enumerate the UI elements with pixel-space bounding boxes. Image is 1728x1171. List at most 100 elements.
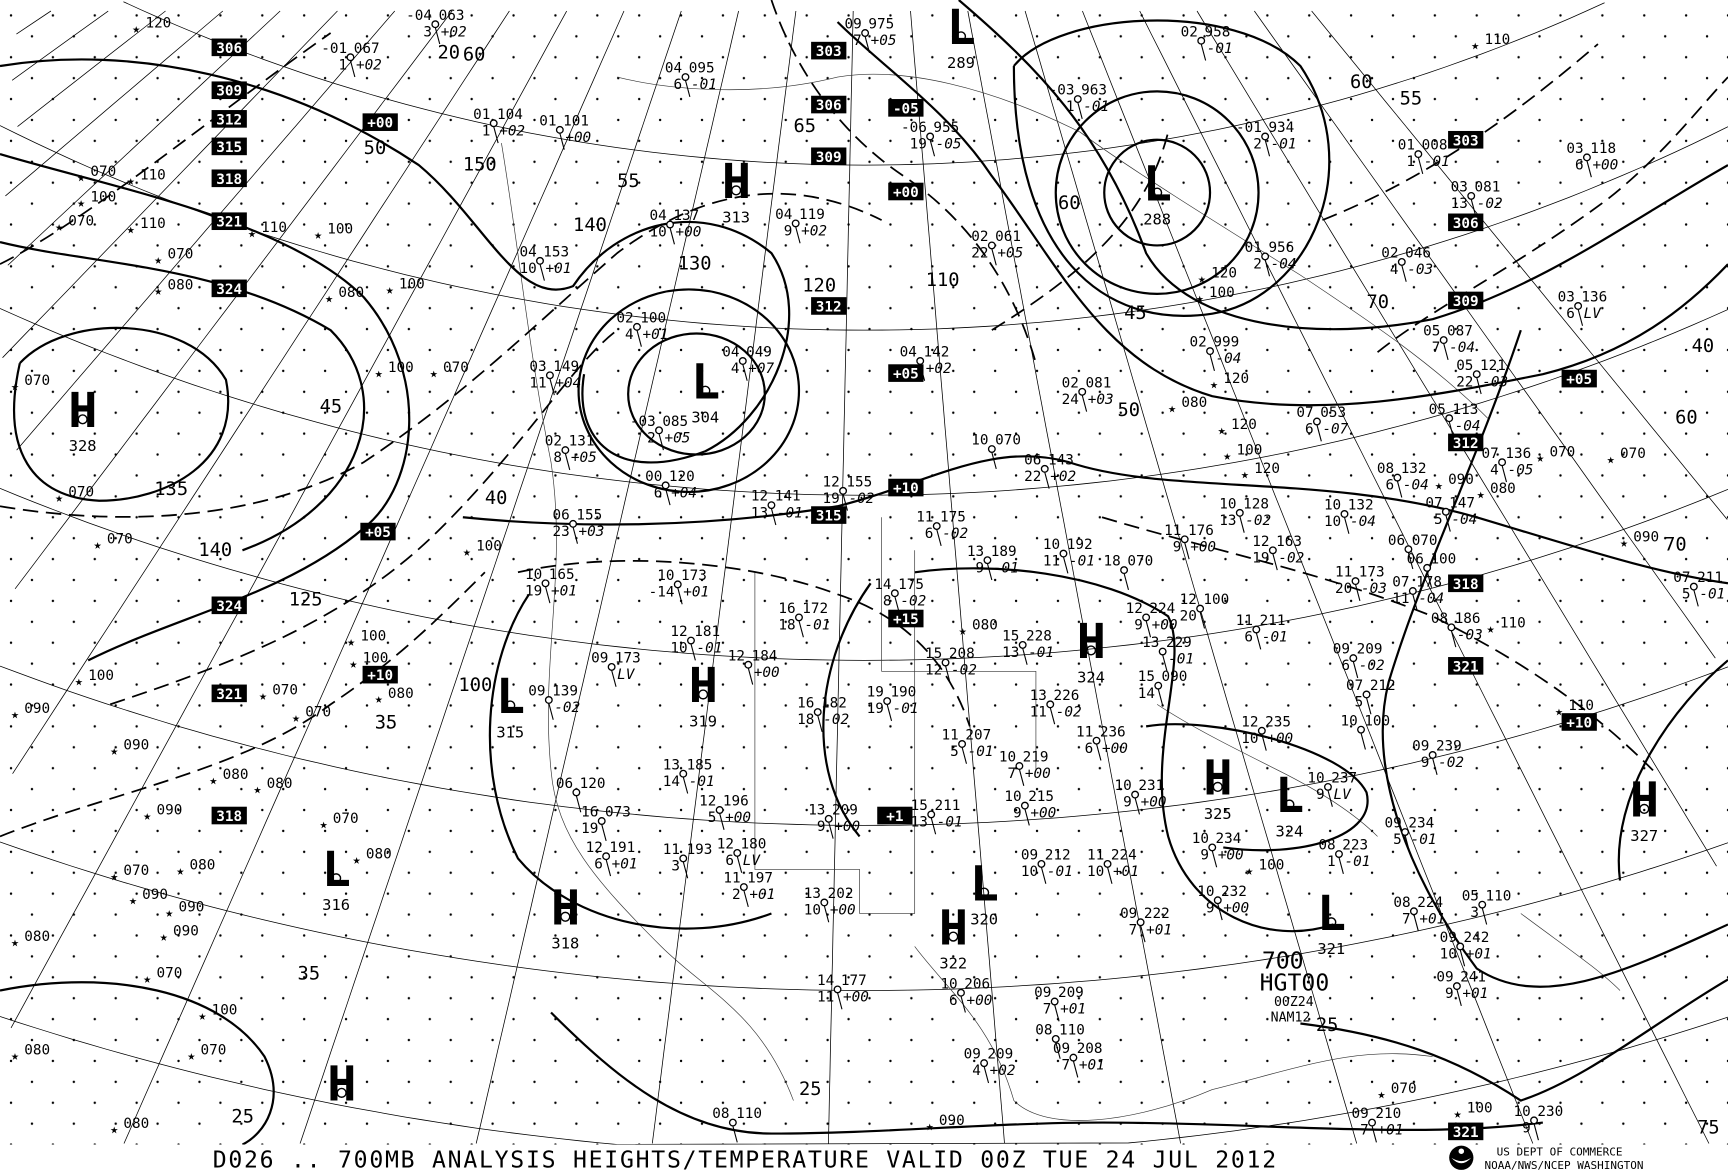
station-temp: 07	[1673, 570, 1690, 586]
station-temp: 09	[845, 17, 862, 33]
boxed-label: 318	[211, 169, 247, 188]
contour-label: 130	[678, 254, 712, 275]
boxed-label: 318	[1448, 574, 1484, 593]
wind-barb-icon	[1217, 903, 1223, 921]
ship-star-icon: ★	[347, 635, 355, 650]
ship-report: ★ 120	[1241, 461, 1280, 482]
boxed-value: 318	[216, 172, 242, 188]
station-height: 095	[689, 61, 715, 77]
station-height: 234	[1216, 831, 1242, 847]
wind-barb-icon	[636, 330, 642, 347]
ship-star-icon: ★	[248, 227, 256, 242]
contour-label: 25	[231, 1107, 254, 1128]
station-temp: 05	[1429, 402, 1446, 418]
station-temp: 04	[665, 61, 682, 77]
height-contours	[0, 0, 1728, 1146]
boxed-value: 318	[1453, 577, 1479, 593]
ship-report: ★ 070	[187, 1042, 226, 1063]
ship-value: 080	[1181, 395, 1207, 411]
station-plot: 03 136 6 LV	[1558, 290, 1607, 326]
latitude-circle	[0, 665, 1728, 826]
station-height: 209	[1357, 642, 1383, 658]
station-temp: 02	[971, 229, 988, 245]
station-height-change: -02	[1056, 704, 1082, 720]
latitude-circle	[0, 487, 1728, 661]
center-value: 315	[496, 723, 524, 741]
boxed-value: 306	[816, 98, 842, 114]
station-plot: 10 232 9 +00	[1197, 884, 1249, 921]
station-dewpoint-depression: 3	[671, 859, 680, 875]
station-height: 190	[890, 685, 916, 701]
station-temp: 13	[1030, 688, 1047, 704]
station-height-change: -01	[1699, 587, 1725, 603]
station-dewpoint-depression: 11	[1030, 704, 1047, 720]
wind-barb-icon	[1184, 542, 1190, 560]
station-height: 177	[841, 973, 867, 989]
station-plot: 10 234 9 +00	[1192, 831, 1244, 868]
wind-barb-icon	[747, 667, 754, 685]
boxed-label: 303	[1448, 130, 1484, 149]
ship-value: 120	[1254, 461, 1280, 477]
station-plot: 15 090 14	[1138, 669, 1187, 706]
station-plot: 12 191 6 +01	[586, 840, 637, 877]
boxed-label-background	[1561, 713, 1597, 731]
contour-label: 140	[573, 215, 607, 236]
low-symbol-icon: L	[496, 669, 525, 725]
station-height-change: -01	[1271, 137, 1297, 153]
wind-barb-icon	[1533, 1123, 1539, 1141]
boxed-label: 309	[1448, 291, 1484, 310]
station-plot: 14 175 8 -02	[874, 577, 926, 614]
low-symbol-icon: L	[1275, 768, 1304, 824]
caption-background	[0, 1144, 1728, 1171]
latitude-circle	[0, 308, 1728, 496]
contour-label-group: 40	[1692, 336, 1715, 357]
station-height: 193	[687, 842, 713, 858]
boxed-label: 303	[811, 41, 847, 60]
station-circle-icon	[932, 522, 941, 531]
station-dewpoint-depression: 10	[650, 225, 667, 241]
ship-report: ★ 110	[248, 220, 287, 241]
station-plot: 06 070	[1388, 533, 1438, 570]
station-height-change: +00	[565, 130, 591, 146]
station-plot: 09 241 9 +01	[1436, 970, 1488, 1007]
station-height: 008	[1422, 138, 1448, 154]
wind-barb-icon	[1211, 850, 1218, 868]
contour-label-group: 55	[1400, 89, 1423, 110]
station-height: 131	[569, 434, 595, 450]
station-height-change: -01	[777, 505, 803, 521]
station-temp: 10	[1514, 1104, 1531, 1120]
boxed-label-background	[888, 182, 924, 201]
contour-label: 140	[198, 540, 232, 561]
station-height-change: -01	[1411, 832, 1437, 848]
station-height: 132	[1401, 461, 1427, 477]
boxed-value: +00	[893, 185, 919, 201]
ship-value: 070	[123, 863, 149, 879]
station-plot: 10 192 11 -01	[1043, 537, 1095, 574]
wind-barb-icon	[732, 1125, 738, 1143]
contour-label: 40	[485, 488, 508, 509]
ship-value: 100	[360, 629, 386, 645]
station-plot: 07 211 5 -01	[1673, 570, 1725, 607]
boxed-label: 318	[211, 806, 247, 825]
ship-value: 100	[1259, 857, 1285, 873]
station-height: 234	[1408, 816, 1434, 832]
station-height: 209	[1058, 985, 1084, 1001]
station-height: 239	[1436, 739, 1462, 755]
station-temp: 10	[940, 976, 957, 992]
ship-report: ★ 080	[11, 1042, 50, 1063]
station-dewpoint-depression: 10	[1021, 864, 1038, 880]
boxed-label-background	[211, 81, 247, 100]
station-plot: 12 181 10 -01	[670, 624, 722, 661]
station-dewpoint-depression: 11	[817, 990, 834, 1006]
station-height-change: -04	[1216, 351, 1242, 367]
station-temp: 11	[663, 842, 680, 858]
station-height: 191	[609, 840, 635, 856]
station-circle-icon	[1428, 751, 1437, 759]
station-plot: 11 224 10 +01	[1087, 848, 1139, 884]
boxed-label-background	[211, 684, 247, 703]
station-plot: 10 132 10 -04	[1324, 498, 1376, 534]
ship-report: ★ 090	[110, 737, 149, 758]
station-temp: 12	[1241, 714, 1258, 730]
ship-value: 120	[145, 16, 171, 32]
